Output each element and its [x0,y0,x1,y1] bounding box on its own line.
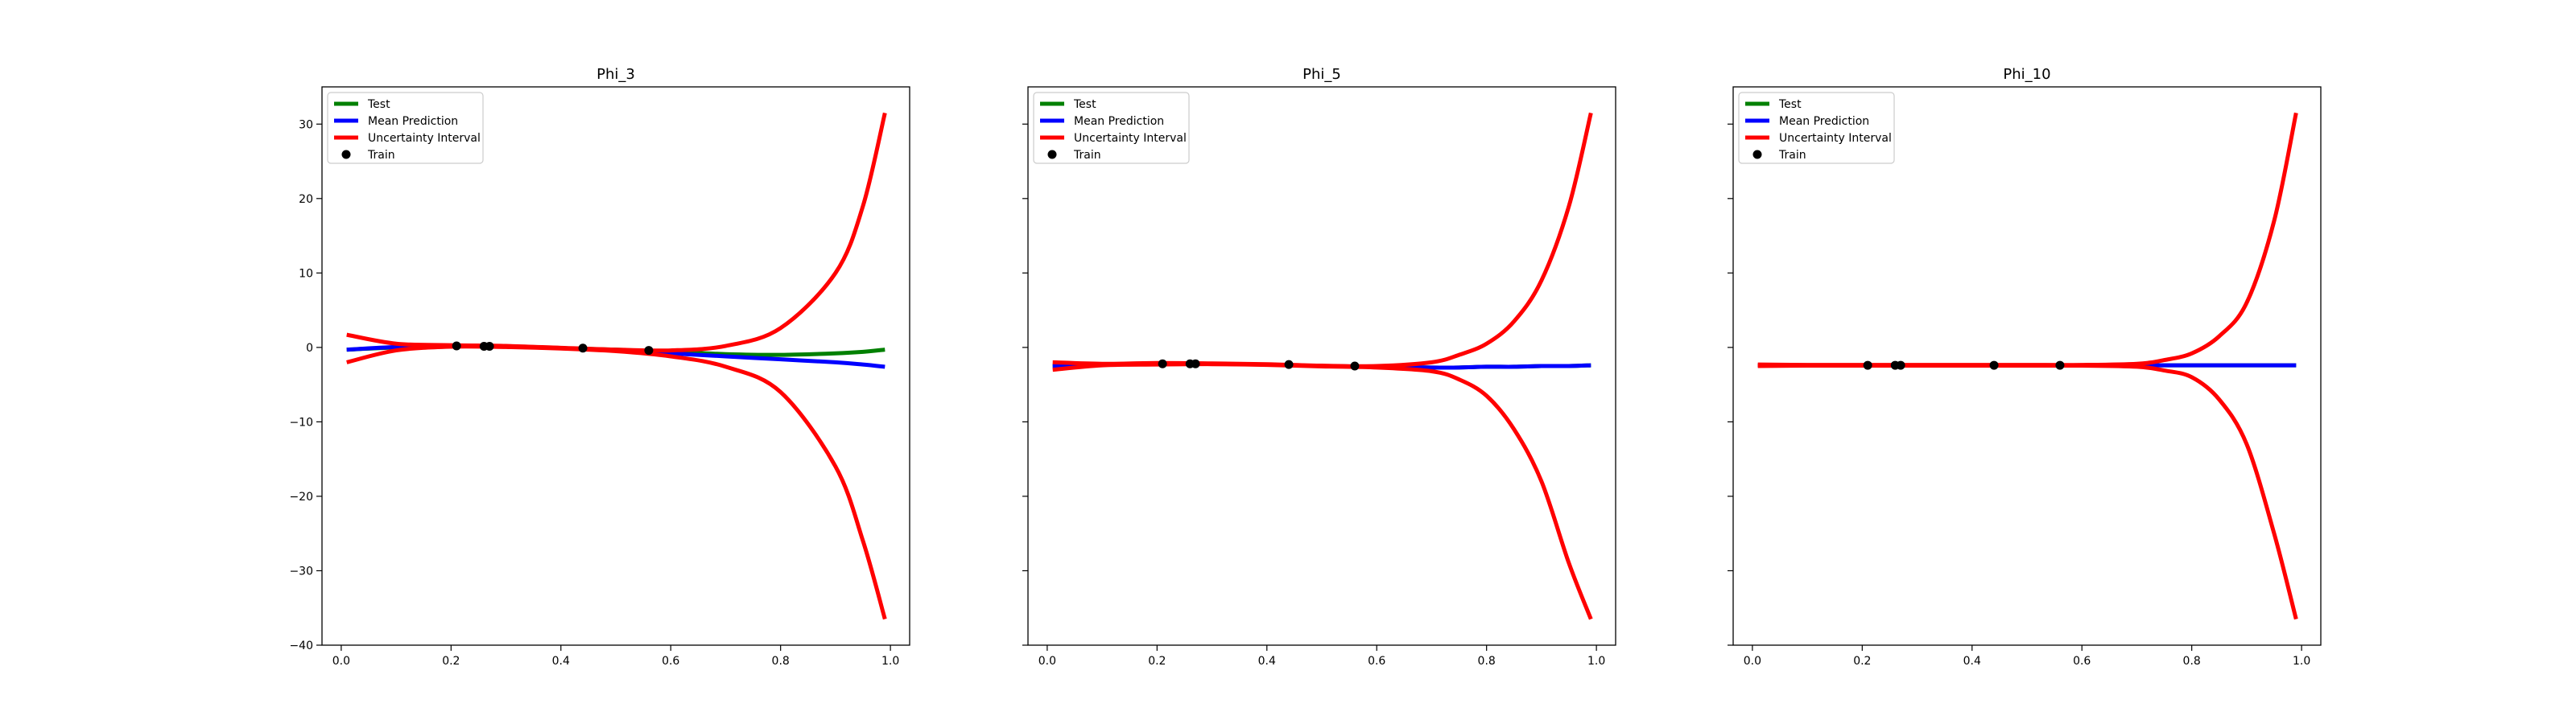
x-tick-label: 0.0 [1744,655,1761,668]
legend-label-uncertainty-interval: Uncertainty Interval [368,132,481,145]
chart-title: Phi_10 [2003,66,2050,83]
legend-swatch-train [1047,150,1057,159]
legend-label-mean-prediction: Mean Prediction [1074,115,1164,128]
plot-frame [1732,86,2322,646]
x-tick-label: 0.8 [2183,655,2201,668]
plot-lines [1757,112,2298,620]
plot-frame [321,86,910,646]
train-point [644,346,654,356]
x-tick-label: 0.4 [1258,655,1276,668]
legend-box [327,92,484,164]
x-tick-label: 0.6 [2073,655,2091,668]
train-point [1158,359,1167,368]
y-tick-label: 20 [299,193,313,206]
x-tick-label: 0.4 [1963,655,1981,668]
x-tick-label: 0.2 [442,655,460,668]
plot-frame [1027,86,1616,646]
train-point [578,343,588,353]
train-point [2055,360,2065,370]
legend-label-uncertainty-interval: Uncertainty Interval [1074,132,1187,145]
x-tick-label: 1.0 [881,655,899,668]
legend-swatch-train [341,150,351,159]
train-point [1350,361,1360,371]
plot-lines [346,112,887,620]
legend-label-mean-prediction: Mean Prediction [368,115,458,128]
train-point [1284,360,1294,369]
y-tick-label: 10 [299,267,313,280]
legend-box [1033,92,1190,164]
legend-label-uncertainty-interval: Uncertainty Interval [1779,132,1892,145]
x-tick-label: 0.6 [1368,655,1385,668]
legend: Test Mean Prediction Uncertainty Interval T… [327,92,484,164]
legend: Test Mean Prediction Uncertainty Interval T… [1033,92,1190,164]
x-tick-label: 0.2 [1148,655,1166,668]
x-tick-label: 0.4 [552,655,570,668]
y-tick-label: −40 [289,640,313,652]
x-tick-label: 0.6 [662,655,679,668]
chart-title: Phi_3 [597,66,635,83]
legend-label-train: Train [1778,149,1806,162]
plot-lines [1052,112,1593,620]
legend-label-train: Train [367,149,395,162]
series-line-uncertainty-interval [1757,363,2298,620]
legend-label-test: Test [367,98,390,111]
chart-panel-1: Phi_3 0.0 0.2 0.4 0.6 0.8 1.0 −40 −30 −20 −10 0 10 20… [289,66,910,668]
x-tick-label: 1.0 [2293,655,2310,668]
train-point [1191,359,1200,368]
train-point [1896,360,1905,370]
y-tick-label: 0 [306,342,313,355]
legend: Test Mean Prediction Uncertainty Interval T… [1738,92,1895,164]
y-tick-label: 30 [299,118,313,131]
x-tick-label: 0.0 [332,655,350,668]
legend-box [1738,92,1895,164]
series-line-uncertainty-interval [1052,362,1593,620]
chart-panel-2: Phi_5 0.0 0.2 0.4 0.6 0.8 1.0 Test Mean Predicti… [1022,66,1616,668]
legend-label-mean-prediction: Mean Prediction [1779,115,1869,128]
series-line-uncertainty-interval [346,344,887,620]
legend-label-train: Train [1073,149,1101,162]
y-tick-label: −20 [289,491,313,504]
y-tick-label: −30 [289,565,313,578]
y-tick-label: −10 [289,416,313,429]
x-tick-label: 1.0 [1587,655,1605,668]
x-tick-label: 0.2 [1853,655,1871,668]
legend-swatch-train [1752,150,1762,159]
chart-title: Phi_5 [1302,66,1341,83]
chart-panel-3: Phi_10 0.0 0.2 0.4 0.6 0.8 1.0 Test Mean Predict… [1728,66,2322,668]
train-point [1989,360,1999,370]
x-tick-label: 0.0 [1038,655,1056,668]
x-tick-label: 0.8 [772,655,790,668]
train-point [1863,360,1872,370]
legend-label-test: Test [1778,98,1802,111]
train-point [485,341,494,351]
legend-label-test: Test [1073,98,1096,111]
train-point [452,341,461,351]
x-tick-label: 0.8 [1478,655,1496,668]
